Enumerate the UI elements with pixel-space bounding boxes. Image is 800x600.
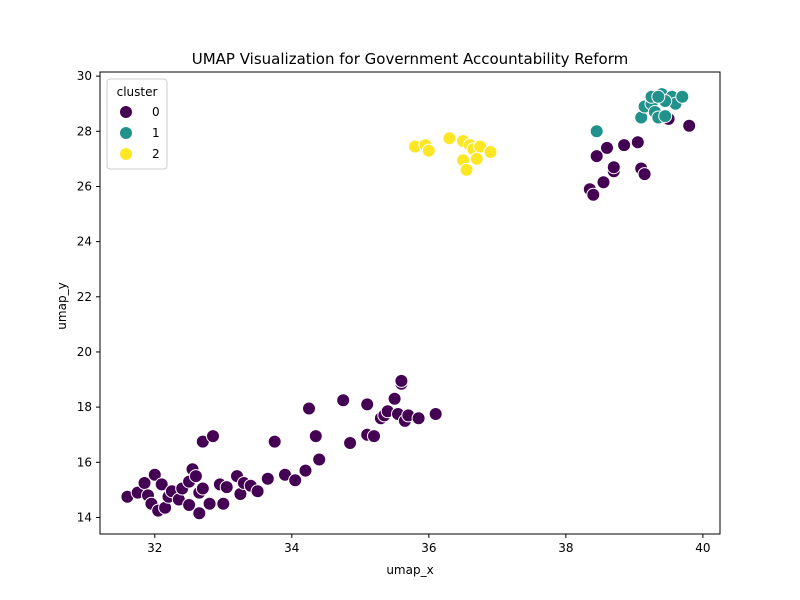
data-point-cluster-0	[154, 477, 169, 492]
legend-label-cluster-2: 2	[152, 147, 160, 161]
data-point-cluster-2	[421, 143, 436, 158]
data-point-cluster-0	[288, 473, 303, 488]
y-tick-label: 20	[77, 345, 92, 359]
data-point-cluster-0	[195, 481, 210, 496]
data-point-cluster-0	[617, 138, 632, 153]
data-point-cluster-0	[308, 429, 323, 444]
data-point-cluster-0	[260, 471, 275, 486]
data-point-cluster-1	[651, 89, 666, 104]
data-point-cluster-2	[469, 151, 484, 166]
plot-area-frame	[99, 71, 721, 535]
y-axis: 14 16 18 20 22 24 26 28 30	[77, 69, 100, 524]
data-point-cluster-0	[682, 118, 697, 133]
data-point-cluster-0	[589, 149, 604, 164]
data-point-cluster-0	[600, 140, 614, 155]
legend-box	[106, 78, 168, 170]
data-point-cluster-0	[411, 411, 426, 426]
data-point-cluster-0	[312, 452, 327, 467]
legend-marker-cluster-2	[119, 147, 133, 161]
data-point-cluster-0	[586, 187, 601, 202]
data-point-cluster-2	[483, 145, 498, 159]
data-point-cluster-0	[606, 160, 621, 175]
x-tick-label: 38	[558, 541, 573, 555]
y-tick-label: 30	[77, 69, 92, 83]
y-tick-label: 16	[77, 455, 92, 469]
x-tick-label: 40	[695, 541, 710, 555]
legend-marker-cluster-0	[119, 105, 133, 119]
x-axis-label: umap_x	[386, 563, 433, 577]
y-tick-label: 14	[77, 510, 92, 524]
data-point-cluster-0	[147, 467, 162, 482]
y-tick-label: 28	[77, 124, 92, 138]
data-point-cluster-0	[637, 167, 652, 182]
data-point-cluster-2	[442, 131, 457, 146]
x-axis: 32 34 36 38 40	[147, 534, 711, 555]
data-point-cluster-0	[202, 496, 217, 511]
y-tick-label: 22	[77, 290, 92, 304]
x-tick-label: 34	[284, 541, 299, 555]
x-tick-label: 36	[421, 541, 436, 555]
legend: cluster 0 1 2	[106, 78, 168, 170]
data-point-cluster-0	[250, 484, 265, 499]
legend-label-cluster-1: 1	[152, 126, 160, 140]
data-point-cluster-0	[298, 463, 313, 478]
data-point-cluster-1	[589, 124, 604, 139]
legend-label-cluster-0: 0	[152, 105, 160, 119]
data-point-cluster-0	[188, 469, 203, 484]
data-point-cluster-0	[343, 436, 358, 450]
data-point-cluster-0	[360, 397, 375, 412]
y-tick-label: 24	[77, 235, 92, 249]
data-point-cluster-1	[658, 109, 673, 124]
data-point-cluster-0	[387, 391, 402, 406]
data-point-cluster-0	[596, 175, 611, 190]
y-tick-label: 18	[77, 400, 92, 414]
data-point-cluster-0	[394, 373, 409, 388]
data-point-cluster-0	[367, 429, 381, 444]
data-point-cluster-0	[219, 480, 234, 495]
chart-title: UMAP Visualization for Government Accoun…	[192, 50, 628, 68]
legend-title: cluster	[117, 85, 158, 99]
data-point-cluster-0	[267, 434, 282, 449]
points-layer	[120, 87, 697, 521]
data-point-cluster-0	[428, 407, 443, 421]
data-point-cluster-0	[630, 135, 645, 150]
y-tick-label: 26	[77, 179, 92, 193]
y-axis-label: umap_y	[55, 282, 69, 329]
data-point-cluster-0	[182, 498, 197, 512]
x-tick-label: 32	[147, 541, 162, 555]
data-point-cluster-0	[206, 429, 220, 444]
legend-marker-cluster-1	[119, 126, 133, 140]
data-point-cluster-0	[216, 496, 231, 511]
data-point-cluster-1	[675, 89, 690, 104]
data-point-cluster-2	[459, 162, 474, 177]
data-point-cluster-0	[302, 401, 316, 416]
data-point-cluster-0	[336, 393, 351, 408]
data-point-cluster-0	[192, 506, 207, 521]
